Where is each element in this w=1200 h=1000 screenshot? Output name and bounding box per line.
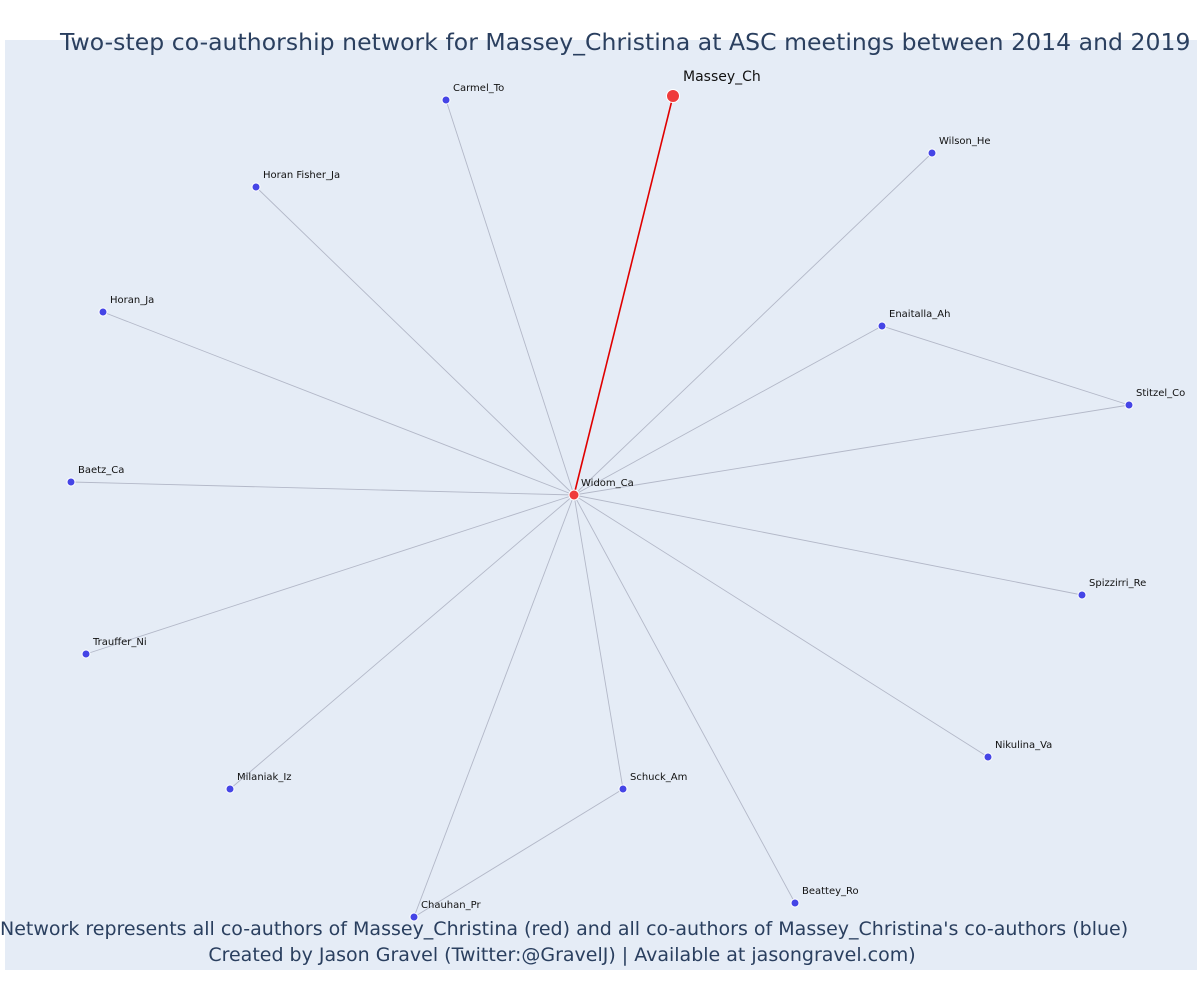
edge-schuck-am-chauhan-pr [413,788,624,918]
edge-widom-ca-schuck-am [573,494,624,790]
node-chauhan-pr[interactable] [409,912,419,922]
node-stitzel-co[interactable] [1124,400,1134,410]
node-label-widom-ca: Widom_Ca [581,478,634,489]
node-label-massey-ch: Massey_Ch [683,69,761,85]
edge-widom-ca-stitzel-co [573,404,1130,496]
node-trauffer-ni[interactable] [81,649,91,659]
node-label-stitzel-co: Stitzel_Co [1136,388,1185,399]
node-label-carmel-to: Carmel_To [453,83,504,94]
edge-layer [70,95,1130,918]
node-label-wilson-he: Wilson_He [939,136,991,147]
node-label-enaitalla-ah: Enaitalla_Ah [889,309,950,320]
edge-enaitalla-ah-stitzel-co [881,325,1130,406]
edge-widom-ca-enaitalla-ah [573,325,883,496]
node-carmel-to[interactable] [441,95,451,105]
node-baetz-ca[interactable] [66,477,76,487]
node-label-chauhan-pr: Chauhan_Pr [421,900,481,911]
edge-widom-ca-horan-fisher-ja [255,186,575,496]
node-horan-ja[interactable] [98,307,108,317]
node-label-milaniak-iz: Milaniak_Iz [237,772,292,783]
node-label-trauffer-ni: Trauffer_Ni [92,637,147,648]
node-label-horan-ja: Horan_Ja [110,295,154,306]
edge-widom-ca-trauffer-ni [85,494,575,655]
edge-widom-ca-milaniak-iz [229,494,575,790]
node-layer [66,89,1134,922]
node-enaitalla-ah[interactable] [877,321,887,331]
node-milaniak-iz[interactable] [225,784,235,794]
edge-widom-ca-chauhan-pr [413,494,575,918]
node-label-horan-fisher-ja: Horan Fisher_Ja [263,170,340,181]
node-wilson-he[interactable] [927,148,937,158]
edge-widom-ca-baetz-ca [70,481,575,496]
node-label-nikulina-va: Nikulina_Va [995,740,1052,751]
node-spizzirri-re[interactable] [1077,590,1087,600]
edge-widom-ca-carmel-to [445,99,575,496]
edge-widom-ca-horan-ja [102,311,575,496]
node-massey-ch[interactable] [666,89,680,103]
node-label-beattey-ro: Beattey_Ro [802,886,859,897]
caption-line-1: Network represents all co-authors of Mas… [0,918,1129,940]
edge-widom-ca-spizzirri-re [573,494,1083,596]
edge-widom-ca-beattey-ro [573,494,796,904]
chart-title: Two-step co-authorship network for Masse… [60,28,1191,56]
node-nikulina-va[interactable] [983,752,993,762]
plot-background [5,40,1197,970]
edge-widom-ca-nikulina-va [573,494,989,758]
edge-widom-ca-massey-ch [573,95,674,496]
node-label-schuck-am: Schuck_Am [630,772,687,783]
node-beattey-ro[interactable] [790,898,800,908]
node-widom-ca[interactable] [568,489,580,501]
caption-line-2: Created by Jason Gravel (Twitter:@Gravel… [208,944,916,966]
node-schuck-am[interactable] [618,784,628,794]
node-label-baetz-ca: Baetz_Ca [78,465,124,476]
node-label-spizzirri-re: Spizzirri_Re [1089,578,1146,589]
label-layer: Massey_Ch Widom_Ca Carmel_To Wilson_He Horan… [78,69,1185,911]
edge-widom-ca-wilson-he [573,152,933,496]
node-horan-fisher-ja[interactable] [251,182,261,192]
